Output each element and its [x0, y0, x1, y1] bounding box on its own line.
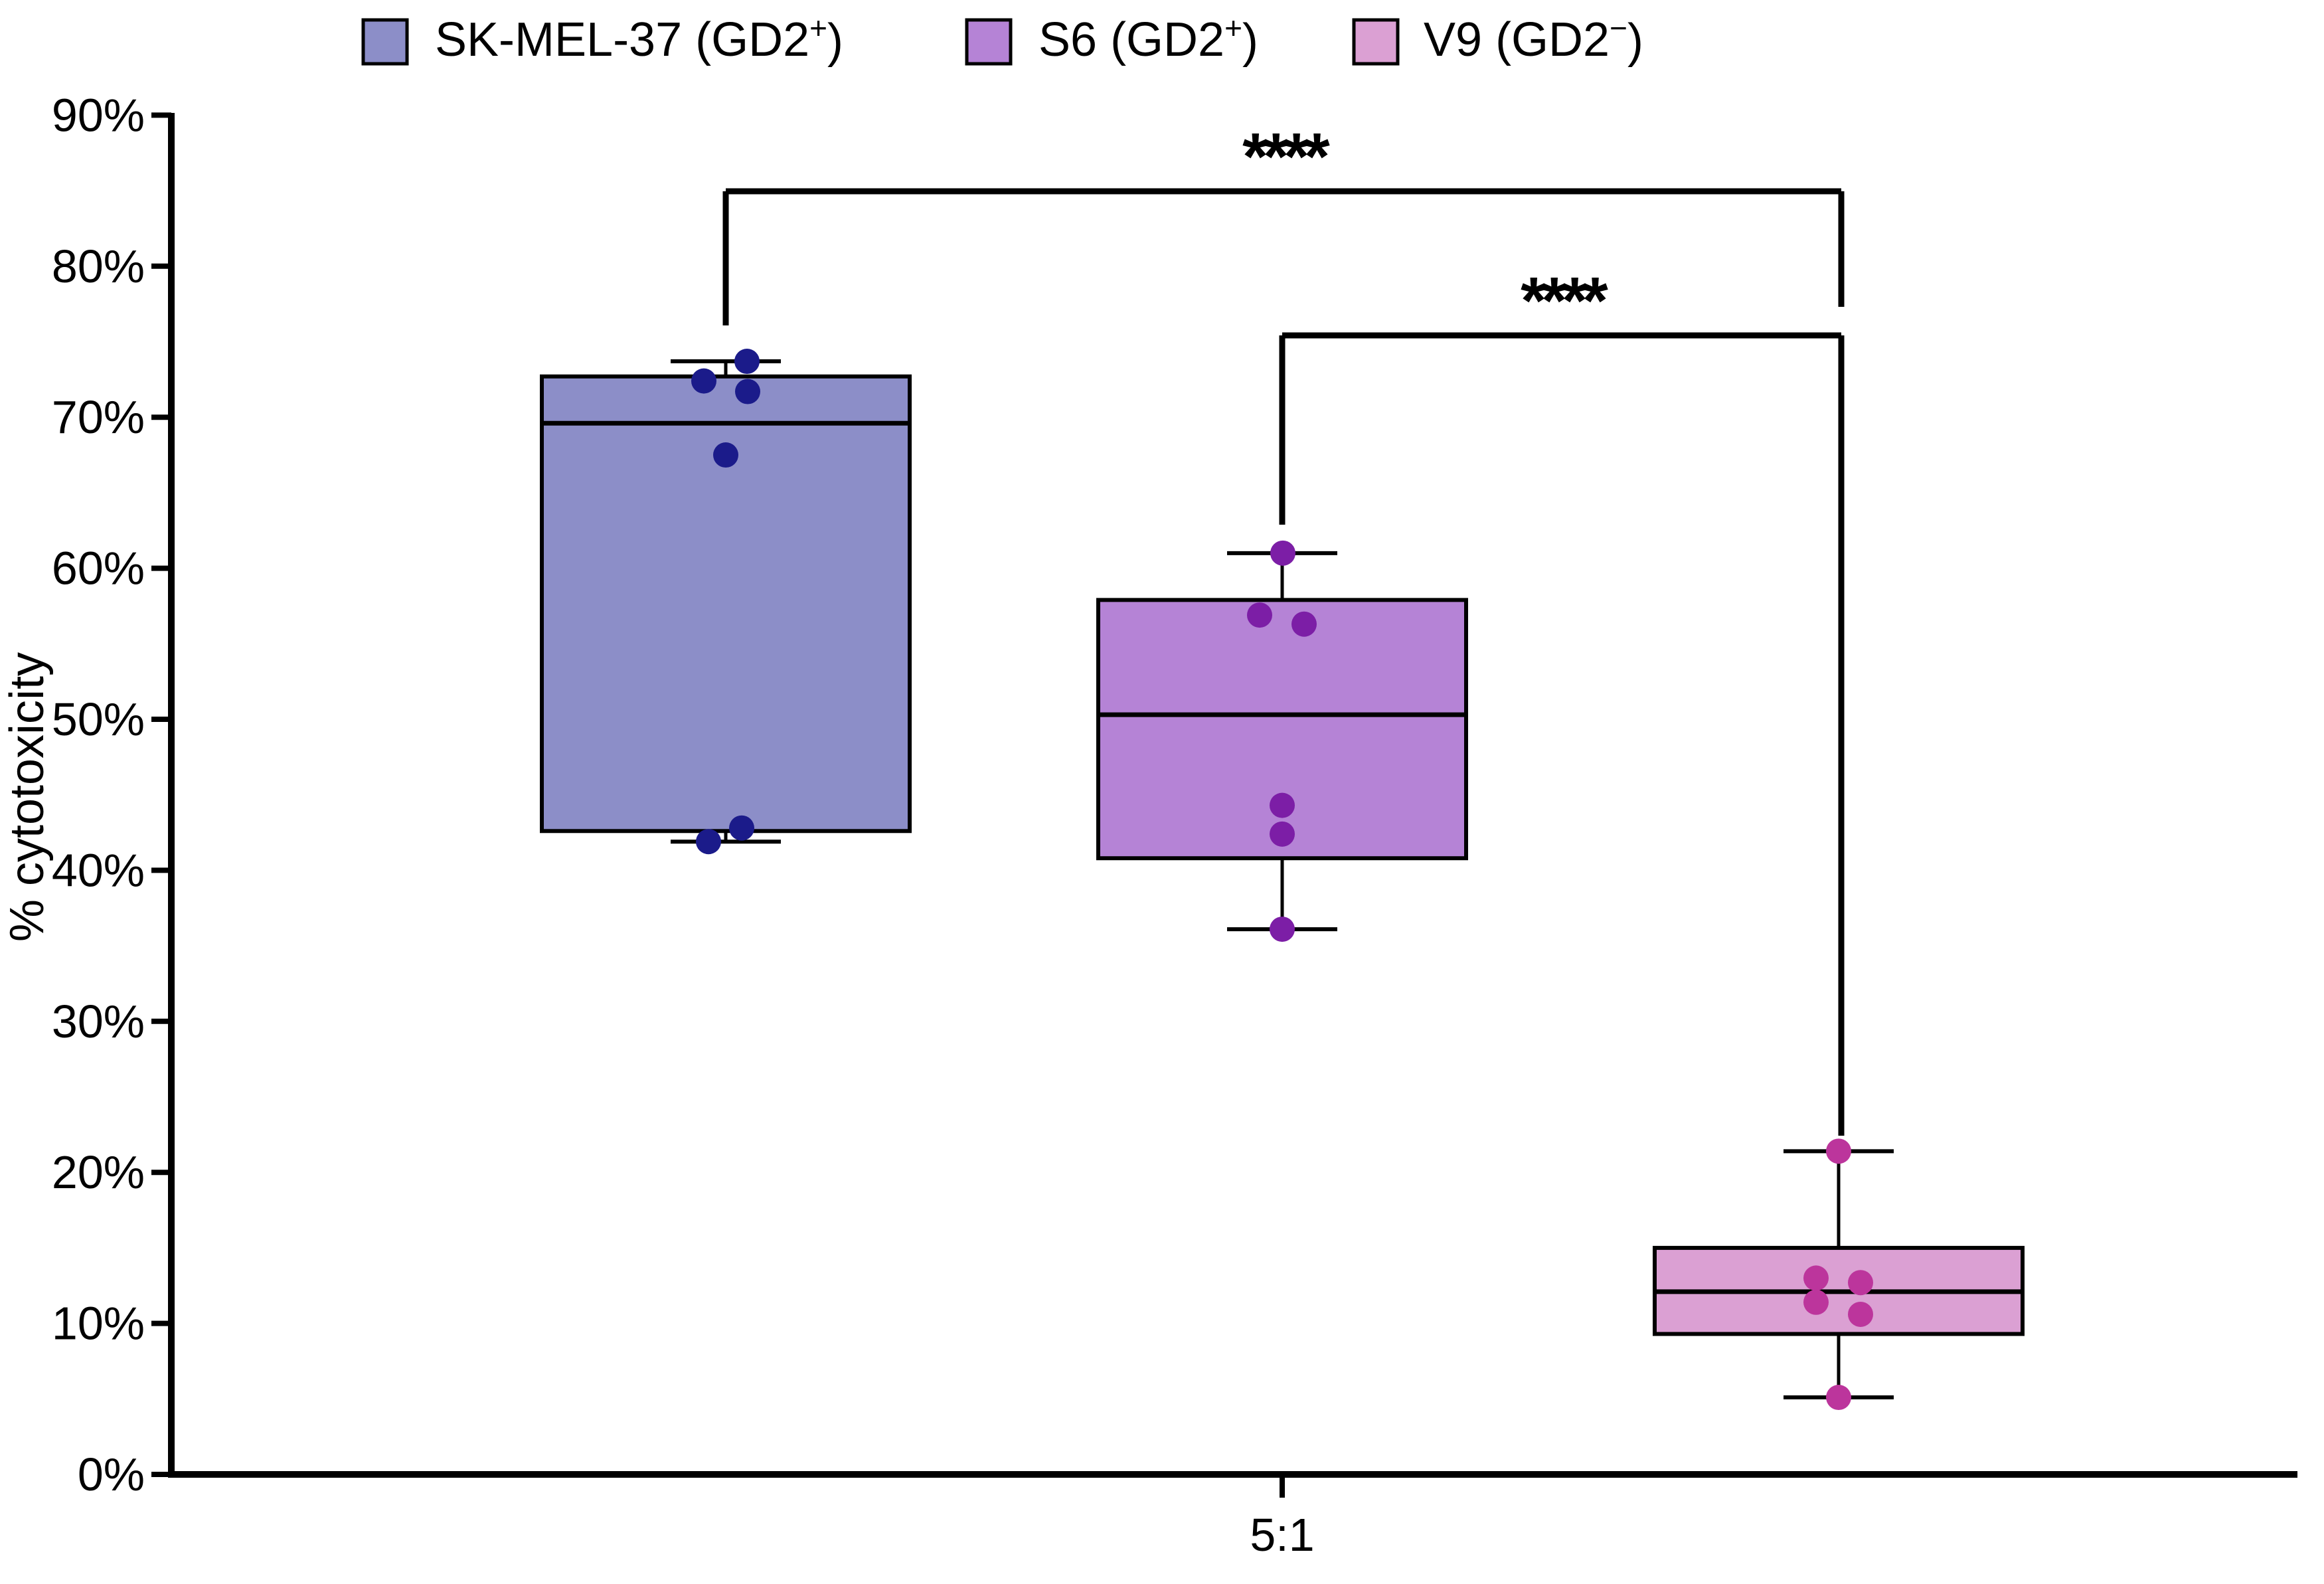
group-3-data-point-1: [1826, 1138, 1851, 1164]
legend-label-3: V9 (GD2−): [1424, 11, 1643, 68]
group-1-data-point-4: [713, 442, 738, 468]
group-3-data-point-5: [1848, 1301, 1873, 1327]
sig-stars-1: ****: [1242, 120, 1330, 194]
y-tick-label-80: 80%: [52, 240, 145, 292]
group-1-data-point-2: [691, 368, 716, 394]
group-1-data-point-6: [696, 829, 721, 855]
y-tick-label-10: 10%: [52, 1298, 145, 1350]
y-axis-title: % cytotoxicity: [1, 652, 54, 942]
legend-swatch-1: [361, 18, 409, 66]
group-1-data-point-5: [729, 815, 754, 841]
group-3-data-point-3: [1848, 1270, 1873, 1296]
legend-swatch-3: [1352, 18, 1400, 66]
group-2-data-point-6: [1270, 917, 1295, 942]
group-2-data-point-5: [1270, 821, 1295, 847]
group-1-data-point-1: [734, 349, 760, 375]
group-3-data-point-4: [1803, 1289, 1829, 1315]
group-2-data-point-1: [1270, 540, 1295, 566]
group-2-data-point-4: [1270, 792, 1295, 818]
group-1-data-point-3: [735, 379, 760, 404]
group-3-data-point-2: [1803, 1265, 1829, 1291]
y-tick-label-90: 90%: [52, 89, 145, 141]
group-2-data-point-3: [1291, 611, 1317, 637]
legend-label-1: SK-MEL-37 (GD2+): [435, 11, 843, 68]
y-tick-label-60: 60%: [52, 543, 145, 594]
sig-stars-2: ****: [1521, 264, 1608, 338]
legend-swatch-2: [965, 18, 1013, 66]
y-tick-label-20: 20%: [52, 1146, 145, 1198]
y-tick-label-30: 30%: [52, 996, 145, 1047]
group-2-data-point-2: [1247, 602, 1272, 628]
y-tick-label-40: 40%: [52, 844, 145, 896]
y-tick-label-50: 50%: [52, 693, 145, 745]
x-tick-label: 5:1: [1250, 1509, 1314, 1561]
group-2-box: [1096, 598, 1468, 861]
y-tick-label-0: 0%: [78, 1449, 145, 1500]
legend-label-2: S6 (GD2+): [1038, 11, 1258, 68]
y-tick-label-70: 70%: [52, 391, 145, 443]
group-3-data-point-6: [1826, 1385, 1851, 1411]
